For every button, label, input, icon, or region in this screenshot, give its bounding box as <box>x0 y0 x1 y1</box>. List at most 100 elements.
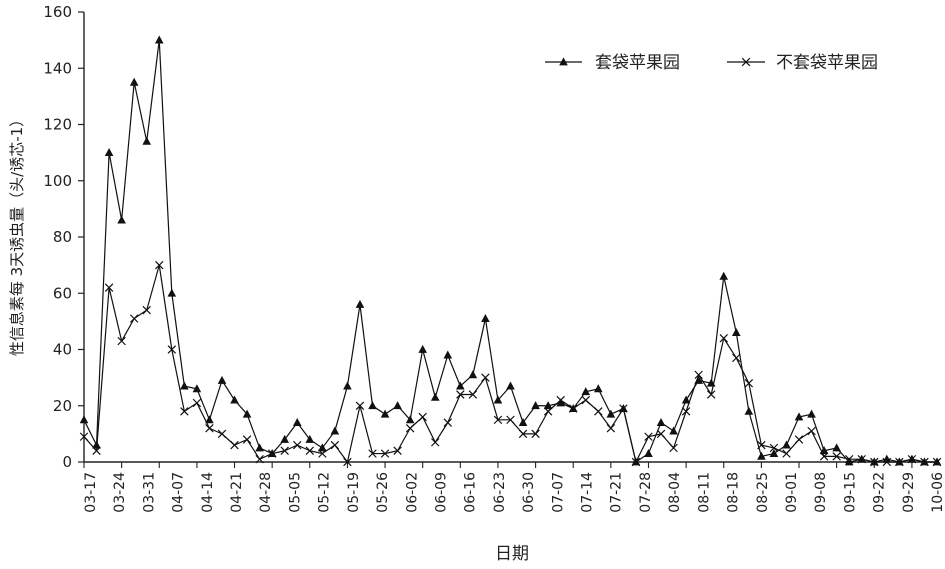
data-point <box>794 412 804 421</box>
data-point <box>606 424 616 433</box>
data-point <box>481 373 490 382</box>
data-point <box>719 271 729 280</box>
data-point <box>782 440 791 449</box>
data-point <box>807 426 816 436</box>
data-point <box>217 429 227 439</box>
data-point <box>719 334 728 343</box>
data-point <box>292 418 302 427</box>
data-point <box>531 429 540 439</box>
data-point <box>456 390 465 399</box>
x-tick-label: 07-14 <box>580 472 596 513</box>
data-point <box>744 379 754 388</box>
x-tick-label: 04-28 <box>258 472 274 513</box>
data-point <box>343 381 352 390</box>
data-point <box>732 353 741 363</box>
y-tick-label: 120 <box>43 116 72 134</box>
data-point <box>255 443 264 452</box>
data-point <box>92 446 101 455</box>
y-axis-title: 性信息素每 3天诱虫量（头/诱芯-1） <box>8 112 26 356</box>
y-tick-label: 80 <box>53 228 72 246</box>
x-tick-label: 07-07 <box>550 472 566 513</box>
x-tick-label: 05-05 <box>287 472 303 513</box>
legend-marker <box>559 57 568 66</box>
series-2 <box>79 260 942 467</box>
data-point <box>606 409 616 418</box>
x-tick-label: 09-01 <box>784 472 800 513</box>
data-point <box>543 407 553 416</box>
data-point <box>142 136 152 145</box>
data-point <box>644 448 653 457</box>
data-point <box>280 446 289 455</box>
y-tick-label: 100 <box>43 172 72 190</box>
data-point <box>230 395 239 404</box>
legend-label: 套袋苹果园 <box>595 53 680 73</box>
data-point <box>104 283 114 292</box>
data-point <box>142 305 151 315</box>
data-point <box>192 384 202 393</box>
data-point <box>581 387 591 396</box>
data-point <box>844 454 854 464</box>
data-point <box>594 407 603 416</box>
data-point <box>431 438 440 447</box>
data-point <box>418 412 427 422</box>
data-point <box>267 449 277 458</box>
data-point <box>794 435 804 444</box>
data-point <box>230 440 239 450</box>
data-point <box>757 440 766 450</box>
x-tick-label: 06-30 <box>521 472 537 513</box>
data-point <box>543 401 553 410</box>
x-tick-label: 04-21 <box>229 472 245 513</box>
data-point <box>870 457 879 467</box>
data-point <box>393 401 402 410</box>
data-point <box>819 452 829 461</box>
series-line <box>83 264 937 463</box>
x-tick-label: 06-16 <box>463 472 479 513</box>
data-point <box>430 392 440 401</box>
x-tick-label: 04-07 <box>171 472 187 513</box>
data-point <box>380 409 390 418</box>
x-tick-label: 09-22 <box>872 472 888 513</box>
data-point <box>706 390 716 399</box>
data-point <box>242 435 252 444</box>
x-tick-label: 09-15 <box>842 472 858 513</box>
data-point <box>757 451 766 460</box>
data-point <box>205 415 214 424</box>
data-point <box>318 449 327 458</box>
data-point <box>506 381 515 390</box>
data-point <box>155 260 164 270</box>
y-tick-label: 60 <box>53 284 72 302</box>
data-point <box>305 434 315 443</box>
x-tick-label: 08-04 <box>667 472 683 513</box>
data-point <box>744 406 754 415</box>
data-point <box>255 454 264 464</box>
data-point <box>293 440 302 450</box>
data-point <box>882 457 892 467</box>
x-tick-label: 05-12 <box>317 472 333 513</box>
axes: 0 20 40 60 80 100 120 140 160 03-17 03-24 03-31 04-0… <box>43 3 945 513</box>
data-point <box>644 432 653 441</box>
data-point <box>619 404 628 413</box>
data-point <box>79 432 89 441</box>
y-tick-label: 140 <box>43 59 72 77</box>
legend: 套袋苹果园 不套袋苹果园 <box>545 53 878 73</box>
data-point <box>167 345 177 354</box>
series-1 <box>79 35 942 466</box>
x-tick-label: 03-24 <box>112 472 128 513</box>
data-point <box>731 328 741 337</box>
data-point <box>656 429 666 439</box>
data-point <box>468 390 478 399</box>
data-point <box>669 426 678 435</box>
data-point <box>79 415 89 424</box>
data-point <box>895 457 904 467</box>
data-point <box>932 457 942 467</box>
data-point <box>117 336 126 346</box>
data-point <box>355 299 365 308</box>
legend-marker <box>741 57 751 67</box>
data-point <box>280 434 290 443</box>
x-tick-label: 06-23 <box>492 472 508 513</box>
data-point <box>493 395 503 404</box>
x-tick-label: 07-28 <box>638 472 654 513</box>
data-point <box>129 314 139 323</box>
data-point <box>104 148 114 157</box>
x-tick-label: 03-31 <box>141 472 157 513</box>
